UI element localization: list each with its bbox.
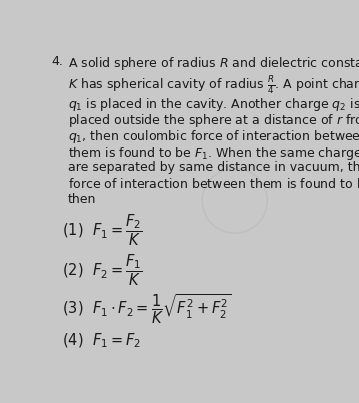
- Text: placed outside the sphere at a distance of $r$ from: placed outside the sphere at a distance …: [68, 112, 359, 129]
- Text: 4.: 4.: [51, 54, 63, 68]
- Text: $q_1$ is placed in the cavity. Another charge $q_2$ is: $q_1$ is placed in the cavity. Another c…: [68, 96, 359, 113]
- Text: $r$: $r$: [285, 147, 292, 158]
- Text: $K$ has spherical cavity of radius $\frac{R}{4}$. A point charge: $K$ has spherical cavity of radius $\fra…: [68, 74, 359, 96]
- Text: force of interaction between them is found to be $F_2$,: force of interaction between them is fou…: [68, 177, 359, 193]
- Text: (4)  $F_1 = F_2$: (4) $F_1 = F_2$: [62, 332, 141, 350]
- Text: then: then: [68, 193, 97, 206]
- Text: (3)  $F_1 \cdot F_2 = \dfrac{1}{K}\sqrt{F_1^2 + F_2^2}$: (3) $F_1 \cdot F_2 = \dfrac{1}{K}\sqrt{F…: [62, 293, 232, 326]
- Text: A solid sphere of radius $R$ and dielectric constant: A solid sphere of radius $R$ and dielect…: [68, 54, 359, 71]
- Text: $q_1$, then coulombic force of interaction between: $q_1$, then coulombic force of interacti…: [68, 129, 359, 145]
- Text: are separated by same distance in vacuum, the: are separated by same distance in vacuum…: [68, 161, 359, 174]
- Text: (1)  $F_1 = \dfrac{F_2}{K}$: (1) $F_1 = \dfrac{F_2}{K}$: [62, 212, 143, 247]
- Text: them is found to be $F_1$. When the same charges: them is found to be $F_1$. When the same…: [68, 145, 359, 162]
- Text: (2)  $F_2 = \dfrac{F_1}{K}$: (2) $F_2 = \dfrac{F_1}{K}$: [62, 252, 143, 288]
